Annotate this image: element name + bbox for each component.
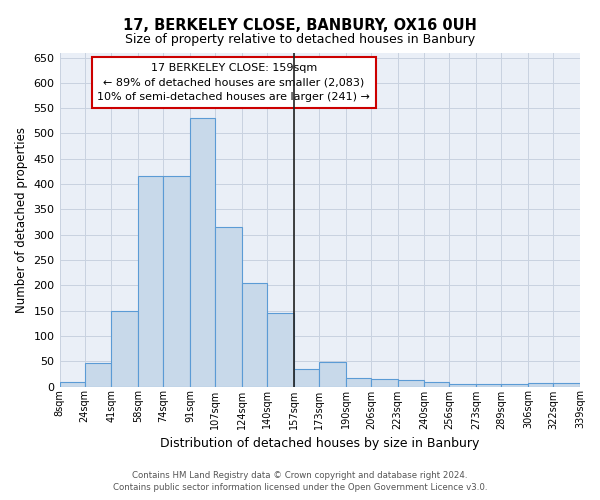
Bar xyxy=(267,313,294,386)
Bar xyxy=(319,362,346,386)
Bar xyxy=(190,118,215,386)
Text: 17 BERKELEY CLOSE: 159sqm
← 89% of detached houses are smaller (2,083)
10% of se: 17 BERKELEY CLOSE: 159sqm ← 89% of detac… xyxy=(97,62,370,102)
Bar xyxy=(163,176,190,386)
Bar xyxy=(138,176,163,386)
Bar xyxy=(112,310,138,386)
Bar xyxy=(424,382,449,386)
Y-axis label: Number of detached properties: Number of detached properties xyxy=(15,126,28,312)
Text: 17, BERKELEY CLOSE, BANBURY, OX16 0UH: 17, BERKELEY CLOSE, BANBURY, OX16 0UH xyxy=(123,18,477,32)
Bar xyxy=(449,384,476,386)
Bar xyxy=(294,369,319,386)
Bar xyxy=(371,380,398,386)
X-axis label: Distribution of detached houses by size in Banbury: Distribution of detached houses by size … xyxy=(160,437,479,450)
Bar xyxy=(85,363,112,386)
Text: Size of property relative to detached houses in Banbury: Size of property relative to detached ho… xyxy=(125,32,475,46)
Bar xyxy=(59,382,85,386)
Bar xyxy=(242,283,267,387)
Bar xyxy=(346,378,371,386)
Bar xyxy=(398,380,424,386)
Bar xyxy=(502,384,528,386)
Bar xyxy=(528,383,553,386)
Bar xyxy=(553,383,580,386)
Bar xyxy=(476,384,502,386)
Text: Contains HM Land Registry data © Crown copyright and database right 2024.
Contai: Contains HM Land Registry data © Crown c… xyxy=(113,471,487,492)
Bar xyxy=(215,227,242,386)
